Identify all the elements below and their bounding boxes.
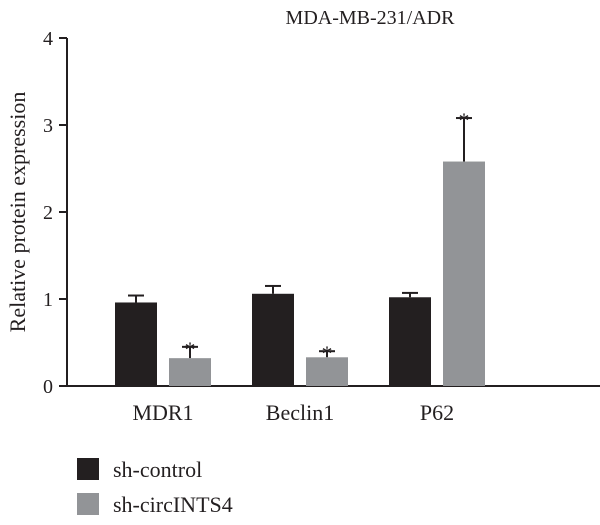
y-tick-label: 0: [43, 376, 53, 398]
plot-area: 0 1 2 3 4 * * * MDR1 Beclin1 P62: [43, 28, 600, 425]
y-tick-label: 2: [43, 202, 53, 224]
bar-sh-control-Beclin1: [252, 293, 294, 386]
bar-sh-control-P62: [389, 297, 431, 386]
y-axis-label: Relative protein expression: [5, 92, 30, 333]
x-tick-label: Beclin1: [266, 400, 334, 425]
x-tick-label: P62: [420, 400, 454, 425]
legend-swatch: [77, 458, 99, 480]
legend-swatch: [77, 493, 99, 515]
bar-sh-control-MDR1: [115, 302, 157, 386]
bar-sh-circINTS4-P62: [443, 161, 485, 386]
bar-sh-circINTS4-Beclin1: [306, 357, 348, 386]
y-tick-label: 4: [43, 28, 53, 50]
significance-mark: *: [185, 337, 196, 362]
bar-sh-circINTS4-MDR1: [169, 358, 211, 386]
significance-mark: *: [459, 108, 470, 133]
chart-title: MDA-MB-231/ADR: [286, 7, 456, 29]
x-tick-label: MDR1: [132, 400, 193, 425]
y-tick-label: 1: [43, 289, 53, 311]
significance-mark: *: [322, 341, 333, 366]
legend: sh-control sh-circINTS4: [77, 457, 233, 517]
legend-label: sh-control: [113, 457, 202, 482]
y-tick-label: 3: [43, 115, 53, 137]
legend-label: sh-circINTS4: [113, 492, 233, 517]
